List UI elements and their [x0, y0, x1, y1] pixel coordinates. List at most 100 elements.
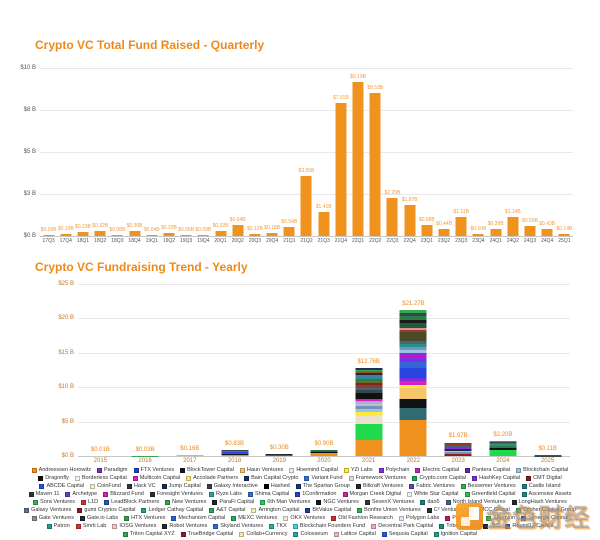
legend-swatch-icon [445, 499, 451, 505]
stack-segment [355, 377, 383, 379]
legend-item: Ledger Cathay Capital [141, 507, 203, 514]
legend-swatch-icon [103, 491, 109, 497]
legend-item: Galaxy Interactive [206, 483, 258, 490]
legend-item-label: IVC [490, 523, 500, 529]
stack-segment [355, 402, 383, 405]
stack-segment [489, 445, 517, 448]
legend-item: Accolade Partners [186, 475, 238, 482]
quarterly-bar [524, 226, 536, 236]
stack-segment [489, 449, 517, 456]
legend-item: The Spartan Group [295, 483, 350, 490]
stack-segment [265, 455, 293, 456]
yearly-stacked-bar [489, 440, 517, 456]
bar-slot: $0.14B 25Q1 [556, 68, 573, 244]
quarterly-bar [318, 212, 330, 236]
bar-value-label: $0.12B [246, 225, 263, 232]
stack-segment [489, 440, 517, 442]
x-axis-tick-label: 23Q3 [455, 238, 468, 244]
bar-value-label: $1.41B [315, 204, 332, 211]
bar-value-label: $0.10B [57, 226, 74, 233]
y-axis-tick-label: $0 B [23, 233, 36, 239]
x-axis-tick-label: 24Q3 [523, 238, 537, 244]
legend-swatch-icon [426, 507, 432, 513]
legend-item-label: Gate.io Labs [86, 515, 119, 521]
bar-slot: $0.23B 18Q1 [74, 68, 91, 244]
legend-swatch-icon [165, 499, 171, 505]
quarterly-bar [335, 103, 347, 236]
quarterly-bar [558, 233, 570, 236]
stack-segment [399, 368, 427, 379]
watermark-jinse: 金色财经 [455, 498, 590, 534]
stack-segment [355, 440, 383, 456]
quarterly-bar [43, 234, 55, 236]
y-axis-tick-label: $15 B [58, 349, 74, 356]
x-axis-tick-label: 23Q4 [472, 238, 485, 244]
bar-value-label: $0.10B [470, 226, 487, 233]
legend-swatch-icon [132, 475, 138, 481]
legend-swatch-icon [295, 491, 301, 497]
legend-item: Borderless Capital [74, 475, 127, 482]
legend-item-label: Galaxy Interactive [213, 483, 258, 489]
bar-value-label: $0.23B [75, 224, 91, 231]
stack-segment [355, 406, 383, 409]
legend-swatch-icon [46, 523, 52, 529]
stack-segment [399, 420, 427, 456]
bar-value-label: $0.03B [135, 446, 155, 453]
legend-item: Lattice Capital [333, 531, 376, 538]
legend-swatch-icon [289, 467, 295, 473]
stack-segment [399, 378, 427, 382]
gridline [78, 387, 570, 389]
legend-item: YZi Labs [343, 467, 373, 474]
stack-segment [399, 352, 427, 356]
legend-item: Greenfield Capital [464, 491, 516, 498]
legend-swatch-icon [295, 483, 301, 489]
legend-item-label: Crypto.com Capital [419, 475, 467, 481]
bar-value-label: $8.53B [367, 84, 384, 91]
legend-item-label: LongHash Ventures [518, 499, 567, 505]
legend-item-label: Bonfire Union Ventures [364, 507, 421, 513]
legend-swatch-icon [162, 523, 168, 529]
bar-value-label: $0.01B [90, 446, 110, 453]
legend-swatch-icon [292, 523, 298, 529]
x-axis-tick-label: 2015 [93, 458, 108, 464]
legend-item: CoinFund [90, 483, 121, 490]
legend-item: Bain Capital Crypto [244, 475, 298, 482]
stack-segment [489, 447, 517, 450]
bar-slot: $0.68B 23Q1 [418, 68, 435, 244]
bar-value-label: $12.76B [357, 359, 380, 366]
stack-segment [444, 453, 472, 456]
legend-item-label: Lattice Capital [340, 531, 376, 537]
stack-segment [221, 451, 249, 453]
legend-item-label: Sfermion [493, 515, 516, 521]
legend-item-label: TrueBridge Capital [187, 531, 234, 537]
legend-item-label: CMT Digital [533, 475, 562, 481]
legend-item-label: MEXC Ventures [238, 515, 278, 521]
legend-item-label: Ledger Cathay Capital [148, 507, 204, 513]
quarterly-bar [249, 233, 261, 236]
bar-slot: $1.11B 23Q3 [453, 68, 470, 244]
legend-item-label: HTX Ventures [131, 515, 166, 521]
quarterly-bar [266, 232, 278, 236]
quarterly-bar [129, 230, 141, 236]
legend-item-label: ABCDE Capital [46, 483, 85, 489]
legend-swatch-icon [357, 507, 363, 513]
legend-item: Arrington Capital [251, 507, 299, 514]
stack-segment [221, 454, 249, 456]
stack-segment [355, 404, 383, 407]
stack-segment [489, 442, 517, 445]
quarterly-bar [472, 234, 484, 236]
quarterly-bar [163, 232, 175, 236]
legend-item-label: Framework Ventures [355, 475, 407, 481]
legend-item-label: Arrington Capital [258, 507, 300, 513]
legend-item-label: Castle Island [528, 483, 561, 489]
legend-swatch-icon [213, 523, 219, 529]
x-axis-tick-label: 21Q4 [334, 238, 347, 244]
legend-item-label: Bessemer Ventures [467, 483, 516, 489]
legend-item-label: NGC Ventures [323, 499, 359, 505]
quarterly-bar [60, 234, 72, 236]
stack-segment [355, 369, 383, 372]
legend-swatch-icon [209, 491, 214, 497]
legend-swatch-icon [75, 523, 81, 529]
x-axis-tick-label: 21Q3 [317, 238, 330, 244]
legend-item: Archetype [65, 491, 97, 498]
